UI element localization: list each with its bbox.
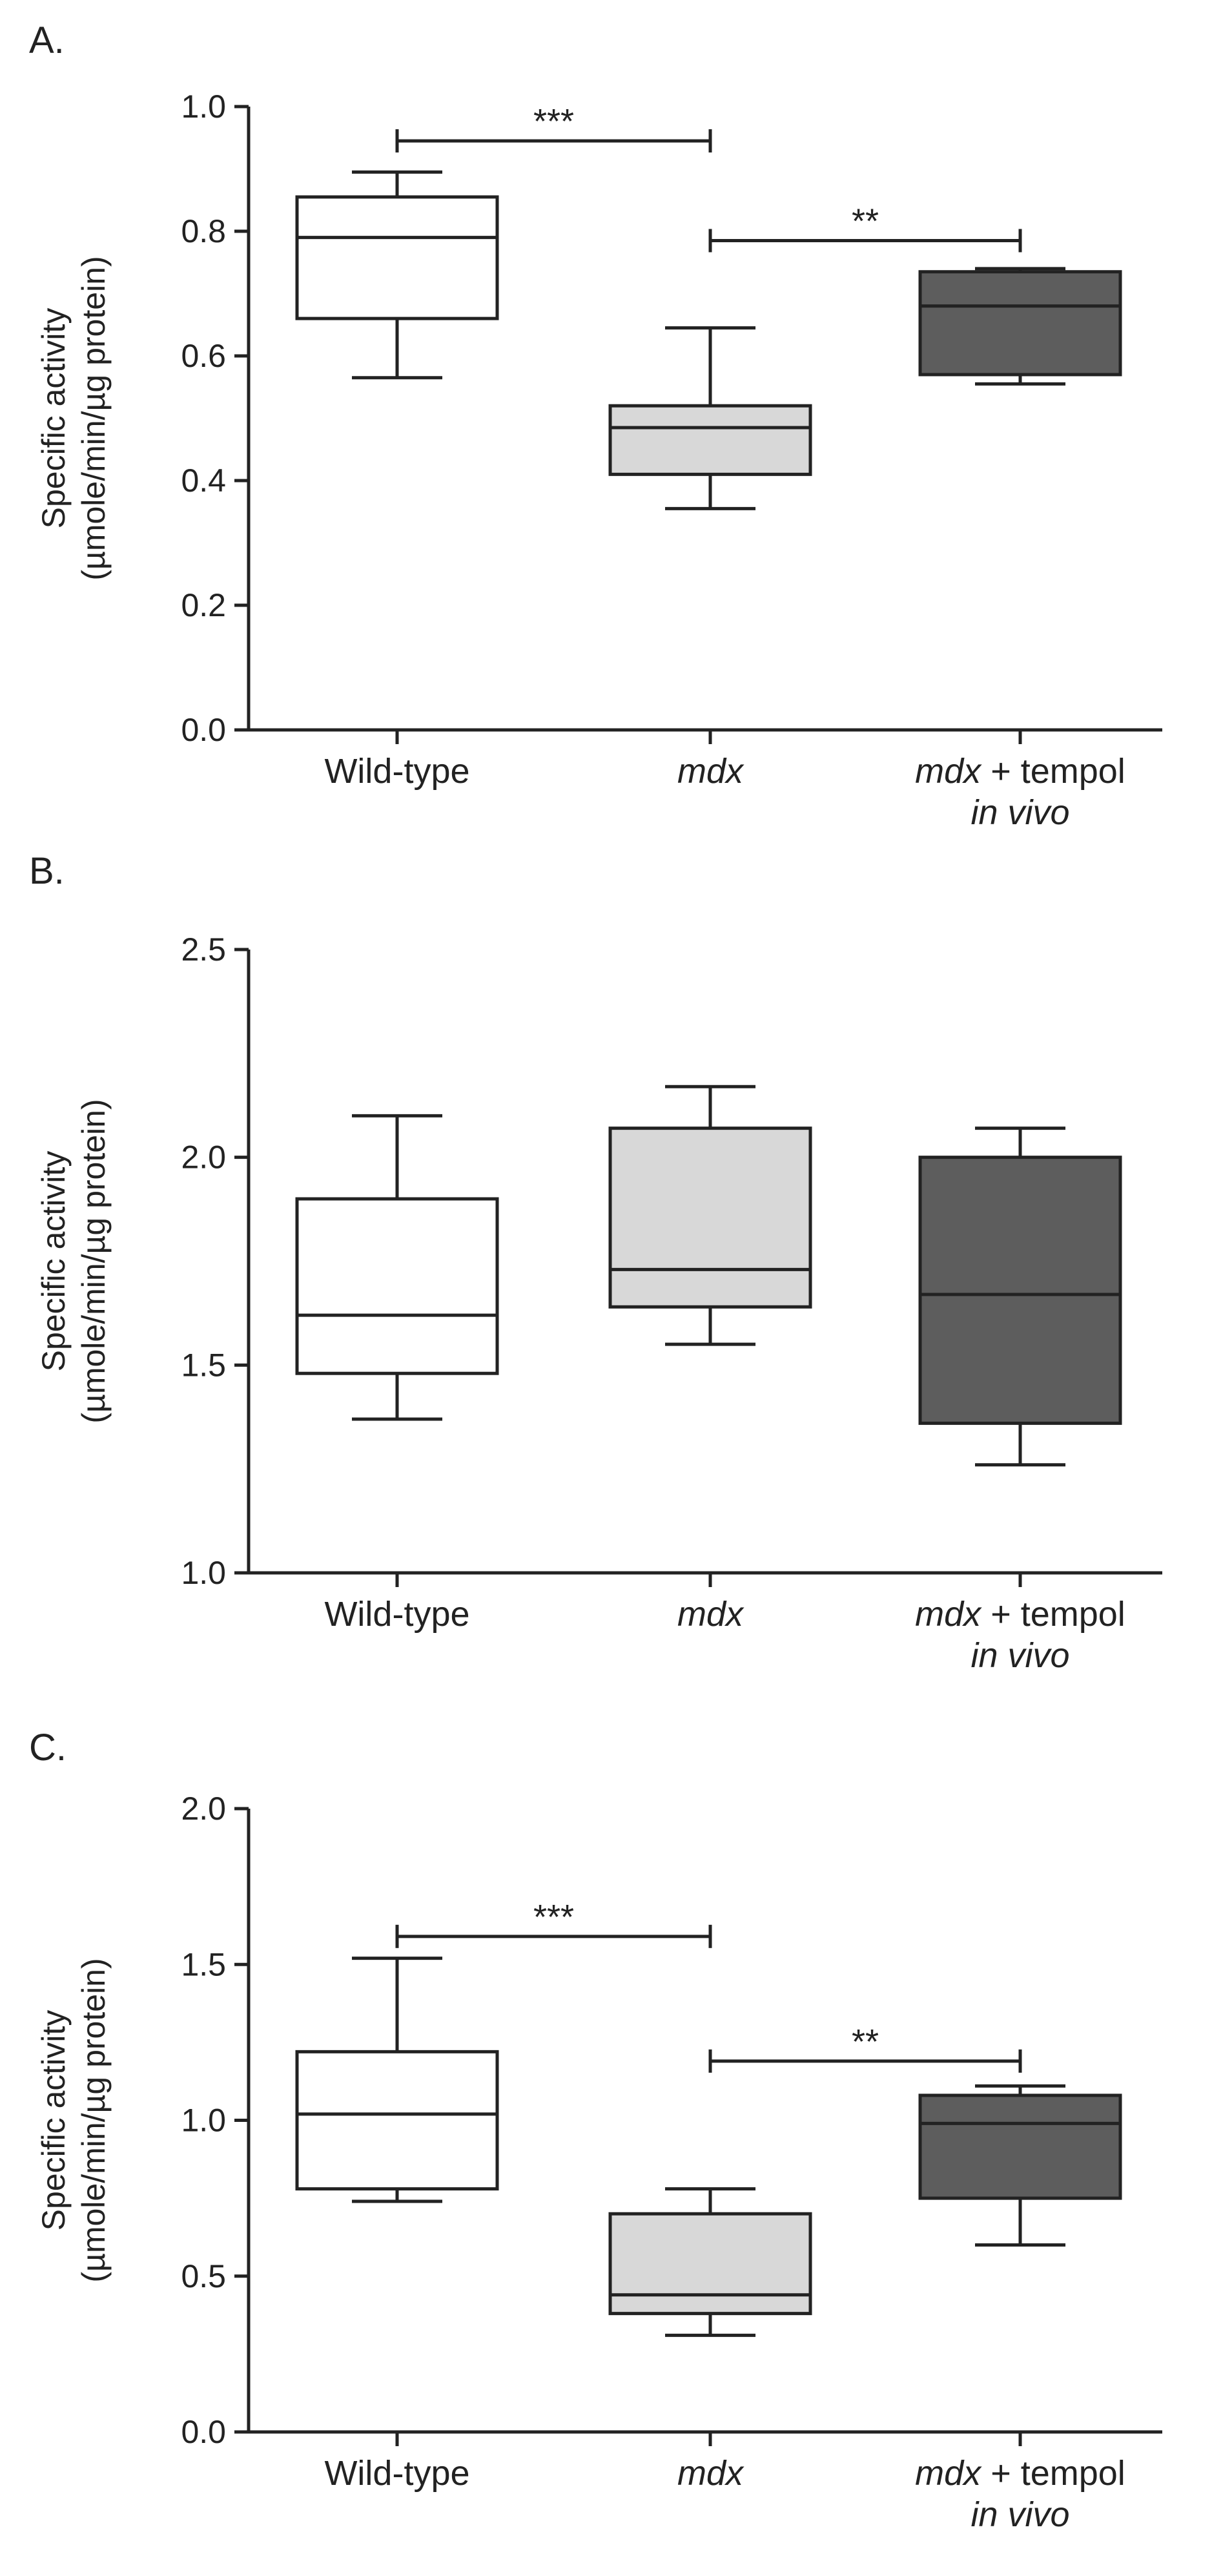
box-iqr xyxy=(295,2050,499,2191)
y-axis-label: Specific activity xyxy=(36,2010,72,2231)
x-tick-label-part: + tempol xyxy=(981,752,1125,791)
y-tick-label: 0.0 xyxy=(181,712,226,748)
box-iqr xyxy=(918,2093,1122,2200)
x-tick-label: mdx + tempol xyxy=(915,752,1125,791)
box-iqr xyxy=(918,270,1122,377)
box-iqr xyxy=(295,195,499,320)
significance-bracket-1: ** xyxy=(708,202,1022,253)
x-tick-label-line2: in vivo xyxy=(971,793,1069,832)
significance-label: *** xyxy=(533,102,574,141)
x-tick-label-part: mdx xyxy=(915,752,982,791)
box-2 xyxy=(918,1127,1122,1467)
x-tick-label: Wild-type xyxy=(324,1595,469,1634)
panel-a: A. Specific activity (µmole/min/µg protein… xyxy=(29,19,1162,832)
panel-label: C. xyxy=(29,1727,67,1769)
y-tick-label: 1.0 xyxy=(181,2103,226,2139)
y-tick-label: 0.5 xyxy=(181,2258,226,2294)
x-tick-label-part: mdx xyxy=(915,2454,982,2493)
significance-label: *** xyxy=(533,1898,574,1937)
box-0 xyxy=(295,1957,499,2203)
y-tick-label: 0.0 xyxy=(181,2414,226,2450)
x-tick-label-part: Wild-type xyxy=(324,752,469,791)
y-tick-label: 0.2 xyxy=(181,587,226,623)
significance-label: ** xyxy=(852,202,879,240)
x-tick-label-part: mdx xyxy=(677,752,745,791)
significance-bracket-0: *** xyxy=(395,1898,712,1948)
y-tick-label: 2.5 xyxy=(181,931,226,968)
x-tick-label-part: mdx xyxy=(677,2454,745,2493)
y-tick-label: 1.0 xyxy=(181,88,226,125)
box-iqr xyxy=(608,1127,812,1309)
x-tick-label-part: Wild-type xyxy=(324,1595,469,1634)
panel-b: B. Specific activity (µmole/min/µg protein… xyxy=(29,850,1162,1675)
box-0 xyxy=(295,1114,499,1421)
x-tick-label: mdx xyxy=(677,2454,745,2493)
x-tick-label: mdx + tempol xyxy=(915,1595,1125,1634)
x-tick-label: Wild-type xyxy=(324,2454,469,2493)
box-1 xyxy=(608,1085,812,1346)
y-tick-label: 1.5 xyxy=(181,1347,226,1383)
y-axis-label: (µmole/min/µg protein) xyxy=(76,1958,112,2282)
y-axis-label: Specific activity xyxy=(36,308,72,529)
y-tick-label: 0.4 xyxy=(181,462,226,499)
y-tick-label: 2.0 xyxy=(181,1139,226,1176)
x-tick-label: mdx + tempol xyxy=(915,2454,1125,2493)
x-tick-label: Wild-type xyxy=(324,752,469,791)
box-1 xyxy=(608,2187,812,2337)
x-tick-label-part: + tempol xyxy=(981,2454,1125,2493)
significance-label: ** xyxy=(852,2022,879,2061)
x-tick-label-part: mdx xyxy=(915,1595,982,1634)
box-2 xyxy=(918,267,1122,386)
box-iqr xyxy=(918,1156,1122,1425)
box-1 xyxy=(608,326,812,510)
y-tick-label: 1.5 xyxy=(181,1946,226,1982)
y-tick-label: 2.0 xyxy=(181,1791,226,1827)
box-iqr xyxy=(608,2212,812,2316)
x-tick-label: mdx xyxy=(677,1595,745,1634)
y-tick-label: 0.8 xyxy=(181,213,226,249)
y-axis-label: (µmole/min/µg protein) xyxy=(76,256,112,580)
panel-label: B. xyxy=(29,850,65,892)
y-axis-label: (µmole/min/µg protein) xyxy=(76,1099,112,1423)
x-tick-label-line2: in vivo xyxy=(971,1636,1069,1675)
box-2 xyxy=(918,2084,1122,2247)
y-tick-label: 1.0 xyxy=(181,1555,226,1591)
box-iqr xyxy=(295,1197,499,1375)
box-0 xyxy=(295,170,499,380)
x-tick-label-part: mdx xyxy=(677,1595,745,1634)
y-axis-label: Specific activity xyxy=(36,1151,72,1372)
y-tick-label: 0.6 xyxy=(181,338,226,374)
significance-bracket-0: *** xyxy=(395,102,712,153)
x-tick-label: mdx xyxy=(677,752,745,791)
x-tick-label-part: Wild-type xyxy=(324,2454,469,2493)
x-tick-label-part: + tempol xyxy=(981,1595,1125,1634)
significance-bracket-1: ** xyxy=(708,2022,1022,2073)
panel-label: A. xyxy=(29,19,65,61)
panel-c: C. Specific activity (µmole/min/µg protein… xyxy=(29,1727,1162,2534)
box-iqr xyxy=(608,404,812,476)
x-tick-label-line2: in vivo xyxy=(971,2495,1069,2534)
